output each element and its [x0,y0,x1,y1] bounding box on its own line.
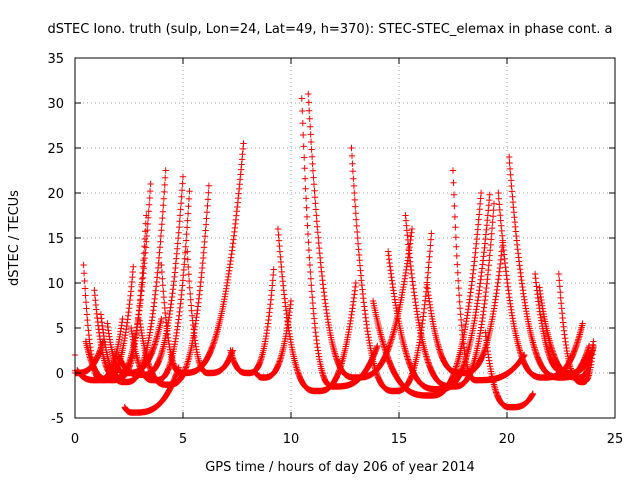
x-tick-label: 5 [179,432,187,447]
y-tick-label: 35 [47,52,64,67]
y-tick-label: 0 [56,367,64,382]
y-tick-label: -5 [51,412,64,427]
y-axis-label: dSTEC / TECUs [7,190,22,286]
data-points [71,90,597,416]
satellite-arc-21 [402,200,498,390]
satellite-arc-13 [227,266,277,377]
y-tick-label: 15 [47,232,64,247]
axis-ticks: 0 5 10 15 20 25 -5 0 5 10 15 20 25 30 35 [47,52,623,447]
satellite-arc-14 [253,297,295,381]
y-tick-label: 5 [56,322,64,337]
x-axis-label: GPS time / hours of day 206 of year 2014 [205,460,475,475]
y-tick-label: 10 [47,277,64,292]
x-tick-label: 10 [283,432,300,447]
satellite-arc-29 [555,270,597,386]
y-tick-label: 25 [47,142,64,157]
chart-title: dSTEC Iono. truth (sulp, Lon=24, Lat=49,… [48,22,613,37]
y-tick-label: 30 [47,97,64,112]
x-tick-label: 25 [607,432,624,447]
satellite-arc-11 [158,140,247,377]
y-tick-label: 20 [47,187,64,202]
x-tick-label: 15 [391,432,408,447]
satellite-arc-12 [184,248,236,377]
x-tick-label: 0 [71,432,79,447]
x-tick-label: 20 [499,432,516,447]
satellite-arc-24 [482,329,537,411]
